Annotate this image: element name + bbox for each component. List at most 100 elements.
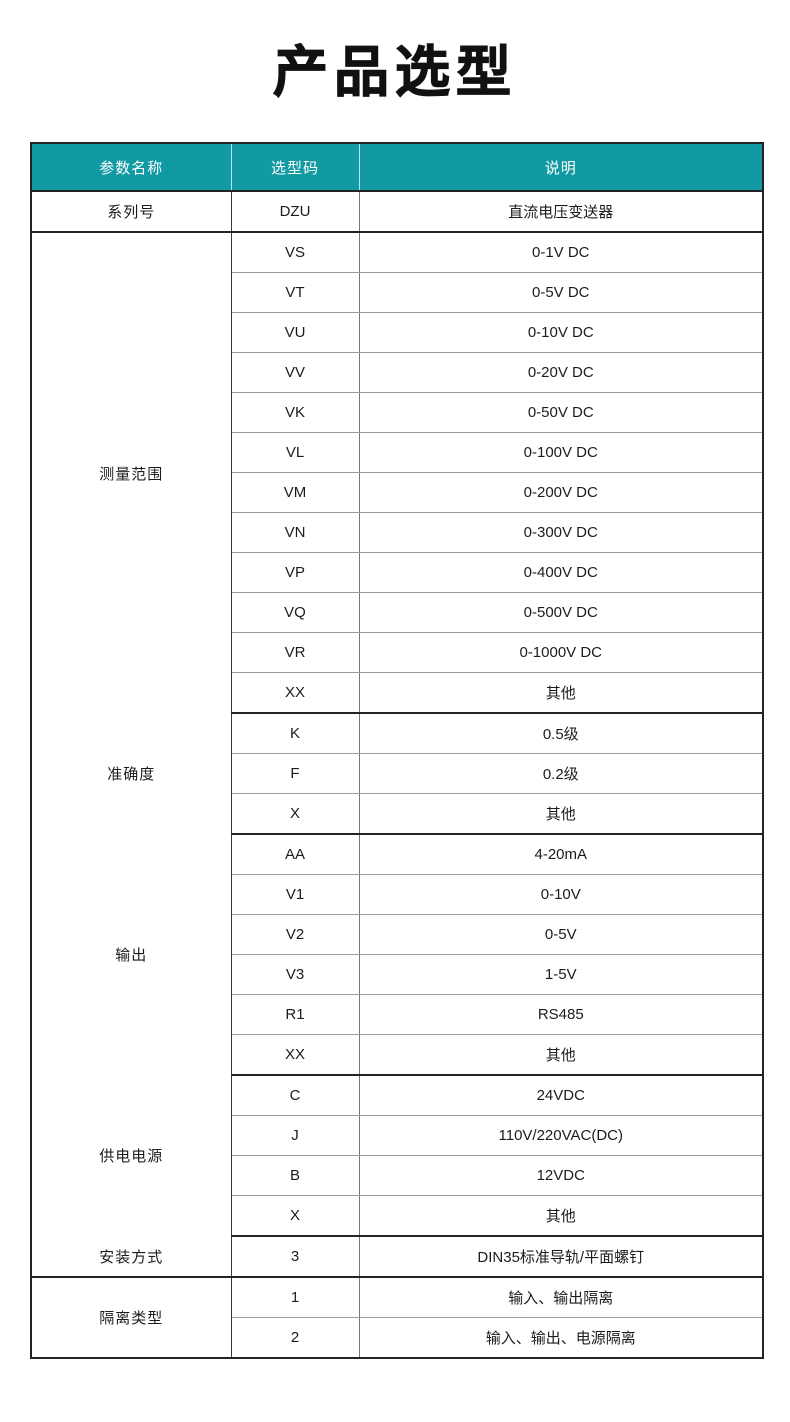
product-selection-table: 参数名称 选型码 说明 系列号 DZU 直流电压变送器 测量范围 VS 0-1V DC VT…	[30, 142, 764, 1359]
table-header: 参数名称 选型码 说明	[31, 143, 763, 191]
selection-code-cell: X	[231, 1195, 360, 1237]
description-cell: 0-300V DC	[359, 512, 763, 553]
selection-code-cell: K	[231, 713, 360, 754]
description-cell: 12VDC	[359, 1155, 763, 1196]
description-cell: 其他	[359, 1034, 763, 1076]
selection-code-cell: R1	[231, 994, 360, 1035]
selection-code-cell: AA	[231, 834, 360, 875]
selection-code-cell: VU	[231, 312, 360, 353]
param-group-label: 供电电源	[31, 1075, 232, 1236]
selection-code-cell: XX	[231, 672, 360, 714]
table-row: 输出 AA 4-20mA	[31, 834, 763, 1075]
selection-code-cell: VN	[231, 512, 360, 553]
table-row: VT 0-5V DC	[31, 272, 763, 313]
description-cell: DIN35标准导轨/平面螺钉	[359, 1236, 763, 1278]
table-row: J 110V/220VAC(DC)	[31, 1115, 763, 1156]
selection-code-cell: VR	[231, 632, 360, 673]
description-cell: 0.5级	[359, 713, 763, 754]
table-row: X 其他	[31, 1195, 763, 1237]
table-row: VP 0-400V DC	[31, 552, 763, 593]
selection-code-cell: B	[231, 1155, 360, 1196]
selection-code-cell: X	[231, 793, 360, 835]
table-row: V1 0-10V	[31, 874, 763, 915]
selection-code-cell: F	[231, 753, 360, 794]
description-cell: 其他	[359, 793, 763, 835]
description-cell: 110V/220VAC(DC)	[359, 1115, 763, 1156]
table-row: VK 0-50V DC	[31, 392, 763, 433]
description-cell: 0-500V DC	[359, 592, 763, 633]
column-header-param-name: 参数名称	[31, 143, 232, 191]
table-row: X 其他	[31, 793, 763, 835]
table-header-row: 参数名称 选型码 说明	[31, 143, 763, 191]
table-row: VU 0-10V DC	[31, 312, 763, 353]
table-row: R1 RS485	[31, 994, 763, 1035]
description-cell: 0-400V DC	[359, 552, 763, 593]
table-row: 隔离类型 1 输入、输出隔离	[31, 1277, 763, 1358]
table-row: 安装方式 3 DIN35标准导轨/平面螺钉	[31, 1236, 763, 1278]
table-row: VR 0-1000V DC	[31, 632, 763, 673]
description-cell: 0-200V DC	[359, 472, 763, 513]
description-cell: 其他	[359, 672, 763, 714]
column-header-description: 说明	[359, 143, 763, 191]
description-cell: 0-10V	[359, 874, 763, 915]
table-row: F 0.2级	[31, 753, 763, 794]
table-row: 系列号 DZU 直流电压变送器	[31, 191, 763, 233]
selection-code-cell: VM	[231, 472, 360, 513]
param-group-label: 安装方式	[31, 1236, 232, 1278]
table-row: VL 0-100V DC	[31, 432, 763, 473]
table-row: 测量范围 VS 0-1V DC	[31, 232, 763, 713]
description-cell: 直流电压变送器	[359, 191, 763, 233]
selection-code-cell: VV	[231, 352, 360, 393]
description-cell: 4-20mA	[359, 834, 763, 875]
description-cell: 0-5V DC	[359, 272, 763, 313]
description-cell: 0-100V DC	[359, 432, 763, 473]
selection-code-cell: 1	[231, 1277, 360, 1318]
table-row: V3 1-5V	[31, 954, 763, 995]
param-group-label: 系列号	[31, 191, 232, 233]
table-row: VQ 0-500V DC	[31, 592, 763, 633]
param-group-label: 隔离类型	[31, 1277, 232, 1358]
selection-code-cell: DZU	[231, 191, 360, 233]
selection-code-cell: C	[231, 1075, 360, 1116]
param-group-label: 输出	[31, 834, 232, 1075]
selection-table-container: 参数名称 选型码 说明 系列号 DZU 直流电压变送器 测量范围 VS 0-1V DC VT…	[30, 142, 764, 1359]
description-cell: 1-5V	[359, 954, 763, 995]
selection-code-cell: XX	[231, 1034, 360, 1076]
description-cell: 0-5V	[359, 914, 763, 955]
description-cell: 0-50V DC	[359, 392, 763, 433]
table-row: XX 其他	[31, 1034, 763, 1076]
param-group-label: 测量范围	[31, 232, 232, 713]
description-cell: 24VDC	[359, 1075, 763, 1116]
param-group-label: 准确度	[31, 713, 232, 834]
description-cell: 0-1V DC	[359, 232, 763, 273]
selection-code-cell: 3	[231, 1236, 360, 1278]
description-cell: 0-10V DC	[359, 312, 763, 353]
table-row: 2 输入、输出、电源隔离	[31, 1317, 763, 1358]
table-row: VM 0-200V DC	[31, 472, 763, 513]
table-body: 系列号 DZU 直流电压变送器 测量范围 VS 0-1V DC VT 0-5V DC VU 0-1…	[31, 191, 763, 1358]
selection-code-cell: VP	[231, 552, 360, 593]
selection-code-cell: V3	[231, 954, 360, 995]
description-cell: 其他	[359, 1195, 763, 1237]
selection-code-cell: 2	[231, 1317, 360, 1358]
description-cell: 输入、输出隔离	[359, 1277, 763, 1318]
page-title: 产品选型	[272, 40, 517, 103]
selection-code-cell: VL	[231, 432, 360, 473]
selection-code-cell: VK	[231, 392, 360, 433]
table-row: VV 0-20V DC	[31, 352, 763, 393]
selection-code-cell: VQ	[231, 592, 360, 633]
selection-code-cell: VT	[231, 272, 360, 313]
selection-code-cell: J	[231, 1115, 360, 1156]
description-cell: RS485	[359, 994, 763, 1035]
table-row: B 12VDC	[31, 1155, 763, 1196]
column-header-selection-code: 选型码	[231, 143, 360, 191]
description-cell: 0-20V DC	[359, 352, 763, 393]
selection-code-cell: V2	[231, 914, 360, 955]
table-row: 准确度 K 0.5级	[31, 713, 763, 834]
selection-code-cell: V1	[231, 874, 360, 915]
table-row: XX 其他	[31, 672, 763, 714]
table-row: VN 0-300V DC	[31, 512, 763, 553]
description-cell: 0.2级	[359, 753, 763, 794]
table-row: V2 0-5V	[31, 914, 763, 955]
